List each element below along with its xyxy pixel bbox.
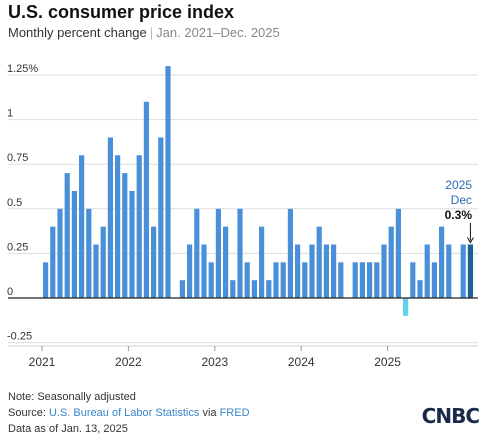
bar — [43, 262, 49, 298]
bar — [251, 280, 257, 298]
x-tick-label: 2025 — [374, 355, 401, 369]
bar — [417, 280, 423, 298]
bar — [287, 208, 293, 298]
bar — [208, 262, 214, 298]
cpi-bar-chart: 1.25% 1 0.75 0.5 0.25 0 -0.25 2021 2022 2023 2024 2… — [7, 63, 478, 369]
bar — [129, 190, 135, 298]
subtitle-main: Monthly percent change — [8, 25, 147, 40]
bar — [295, 244, 301, 298]
bar — [446, 244, 452, 298]
bar — [122, 173, 128, 298]
bar — [244, 262, 250, 298]
bar — [64, 173, 70, 298]
bar — [381, 244, 387, 298]
bar — [359, 262, 365, 298]
bar — [223, 226, 229, 298]
footnote: Note: Seasonally adjusted — [8, 391, 136, 403]
bar — [395, 208, 401, 298]
bar — [316, 226, 322, 298]
annotation-month: Dec — [451, 193, 472, 207]
bar — [143, 101, 149, 298]
bar — [410, 262, 416, 298]
chart-title: U.S. consumer price index — [8, 2, 235, 22]
bar — [439, 226, 445, 298]
source-via: via — [199, 407, 220, 419]
bar — [403, 298, 409, 316]
y-tick-label: 1.25% — [7, 63, 38, 75]
x-tick-label: 2024 — [288, 355, 315, 369]
bar — [323, 244, 329, 298]
bar — [367, 262, 373, 298]
bar — [201, 244, 207, 298]
bar — [259, 226, 265, 298]
annotation-value: 0.3% — [445, 208, 473, 222]
bar — [194, 208, 200, 298]
bar — [107, 137, 113, 298]
bar — [280, 262, 286, 298]
source-prefix: Source: — [8, 407, 49, 419]
y-tick-label: 0.25 — [7, 241, 28, 253]
y-tick-label: 1 — [7, 108, 13, 120]
bar — [237, 208, 243, 298]
source-fred-link[interactable]: FRED — [219, 407, 250, 419]
y-tick-label: 0.5 — [7, 197, 22, 209]
bar — [100, 226, 106, 298]
bar — [467, 244, 473, 298]
bar — [273, 262, 279, 298]
bar — [460, 244, 466, 298]
bar — [388, 226, 394, 298]
x-tick-label: 2022 — [115, 355, 142, 369]
bar — [57, 208, 63, 298]
x-tick-label: 2023 — [201, 355, 228, 369]
bar — [352, 262, 358, 298]
bar — [179, 280, 185, 298]
chart-subtitle: Monthly percent change | Jan. 2021–Dec. 20… — [8, 25, 280, 40]
bar — [86, 208, 92, 298]
annotation-year: 2025 — [445, 178, 472, 192]
subtitle-range: Jan. 2021–Dec. 2025 — [156, 25, 280, 40]
bar — [93, 244, 99, 298]
source-bls-link[interactable]: U.S. Bureau of Labor Statistics — [48, 407, 200, 419]
bar — [115, 155, 121, 298]
bar — [151, 226, 157, 298]
bar — [309, 244, 315, 298]
y-tick-label: 0.75 — [7, 152, 28, 164]
bar — [431, 262, 437, 298]
annotation-arrowhead — [466, 237, 474, 244]
bar — [165, 66, 171, 298]
bar — [266, 280, 272, 298]
x-tick-label: 2021 — [29, 355, 56, 369]
cnbc-logo: CNBC — [421, 404, 480, 428]
y-tick-label: -0.25 — [7, 331, 32, 343]
bar — [158, 137, 164, 298]
bar — [424, 244, 430, 298]
bar — [230, 280, 236, 298]
bar — [374, 262, 380, 298]
bar — [215, 208, 221, 298]
bar — [187, 244, 193, 298]
y-tick-label: 0 — [7, 286, 13, 298]
bar — [79, 155, 85, 298]
subtitle-separator: | — [149, 25, 154, 40]
bar — [338, 262, 344, 298]
bar — [331, 244, 337, 298]
bar — [136, 155, 142, 298]
bar — [50, 226, 56, 298]
data-as-of: Data as of Jan. 13, 2025 — [8, 423, 128, 435]
source-line: Source: U.S. Bureau of Labor Statistics … — [8, 407, 250, 419]
bar — [302, 262, 308, 298]
bar — [71, 190, 77, 298]
